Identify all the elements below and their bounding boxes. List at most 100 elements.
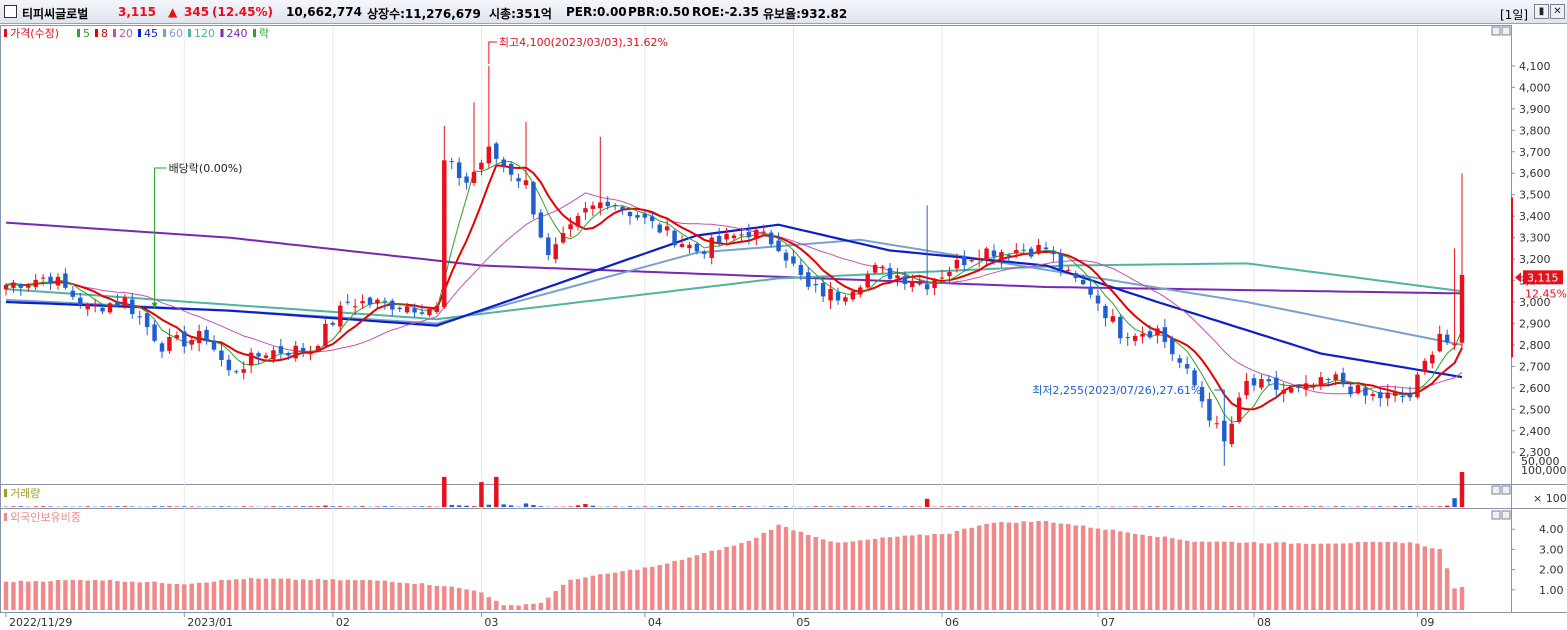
candle-body (880, 266, 885, 268)
volume-bar (330, 506, 336, 507)
foreign-ratio-bar (263, 578, 269, 610)
reserve-ratio: 유보율:932.82 (763, 7, 848, 21)
ma120-line (5, 262, 1463, 321)
foreign-ratio-bar (976, 525, 982, 610)
foreign-ratio-bar (1036, 520, 1041, 610)
foreign-tick-label: 1.00 (1539, 584, 1564, 597)
foreign-ratio-bar (167, 583, 172, 610)
candle (962, 250, 967, 272)
candle (1326, 377, 1331, 387)
candle (813, 277, 818, 293)
annotations: 최고4,100(2023/03/03),31.62% 최저2,255(2023/0… (151, 36, 1225, 466)
candle (1244, 372, 1249, 400)
foreign-ratio-bar (63, 580, 68, 610)
candle (523, 121, 529, 190)
foreign-tick-label: 2.00 (1539, 564, 1564, 577)
foreign-ratio-bar (917, 534, 922, 610)
volume-bar (501, 504, 506, 507)
candle (828, 281, 833, 309)
foreign-ratio-bar (3, 581, 9, 610)
foreign-ratio-bar (583, 577, 588, 610)
foreign-legend: 외국인보유비중 (10, 511, 81, 524)
volume-bar (182, 506, 187, 507)
volume-bar (390, 506, 395, 507)
candle (501, 156, 506, 173)
foreign-ratio-bar (687, 557, 692, 610)
candle (1303, 375, 1309, 397)
candle (694, 241, 700, 255)
candle (1021, 243, 1026, 253)
candle (1184, 356, 1190, 374)
candle (1430, 351, 1435, 369)
candle-body (687, 244, 692, 249)
volume-bar (1058, 506, 1064, 507)
candle-body (702, 251, 707, 254)
foreign-ratio-bar (271, 578, 276, 610)
candle-body (219, 350, 224, 360)
dividend-arrow-icon (151, 302, 158, 309)
candle (1392, 385, 1398, 402)
volume-bar (902, 506, 908, 507)
candle-body (1274, 377, 1279, 390)
candle (204, 326, 209, 345)
candle-body (754, 229, 759, 240)
foreign-ratio-bars (3, 520, 1465, 610)
candles[interactable] (3, 65, 1465, 448)
candle-body (1296, 385, 1301, 388)
volume-bar (48, 506, 53, 507)
candle (664, 218, 670, 237)
candle (219, 343, 224, 367)
candle (1407, 386, 1413, 401)
candle-body (598, 202, 603, 209)
foreign-ratio-bar (412, 583, 417, 610)
candle (189, 336, 194, 351)
maximize-button[interactable]: ▮ (1534, 4, 1549, 19)
candle-body (605, 201, 610, 207)
candle (1058, 248, 1064, 277)
candle (1140, 326, 1145, 344)
candle (939, 269, 945, 283)
candle-body (835, 292, 841, 301)
candle-body (590, 205, 596, 209)
candle (1259, 374, 1264, 390)
legend-swatch (163, 29, 166, 37)
candle (63, 268, 68, 290)
price-axis: 2,300 2,400 2,500 2,600 2,700 2,800 2,900 3,000… (1511, 60, 1567, 459)
foreign-ratio-bar (1459, 587, 1465, 610)
foreign-ratio-bar (627, 569, 633, 610)
volume-bar (783, 506, 789, 507)
foreign-ratio-bar (709, 550, 714, 610)
candle-body (1415, 374, 1420, 398)
stock-name[interactable]: 티피씨글로벌 (22, 7, 89, 21)
candle (1192, 368, 1197, 388)
low-pointer (1214, 389, 1225, 466)
candle (1132, 333, 1138, 346)
candle (531, 181, 536, 219)
foreign-ratio-bar (1340, 543, 1346, 610)
candle-body (1355, 385, 1361, 394)
candle (1095, 289, 1101, 312)
candle-body (694, 243, 700, 252)
foreign-ratio-bar (382, 580, 388, 610)
volume-bar (1340, 506, 1346, 507)
foreign-ratio-bar (1378, 542, 1383, 610)
foreign-ratio-bar (910, 535, 915, 610)
per-value: PER:0.00 (566, 5, 627, 19)
stock-chart[interactable]: 2,300 2,400 2,500 2,600 2,700 2,800 2,900 3,000… (0, 24, 1567, 630)
foreign-ratio-bar (315, 578, 321, 610)
period-label[interactable]: [1일] (1500, 8, 1529, 22)
foreign-ratio-bar (1385, 541, 1390, 610)
candle-body (642, 213, 648, 218)
foreign-ratio-bar (739, 543, 744, 610)
candle-body (1014, 250, 1019, 254)
volume-bar (382, 506, 388, 507)
y-tick-label: 3,200 (1519, 253, 1551, 266)
close-button[interactable]: ✕ (1550, 4, 1565, 19)
foreign-ratio-bar (211, 581, 217, 610)
foreign-ratio-bar (523, 604, 529, 610)
select-checkbox[interactable] (4, 5, 17, 18)
foreign-ratio-bar (1014, 522, 1019, 610)
candle (999, 249, 1004, 268)
foreign-ratio-bar (308, 580, 313, 610)
candle-body (1021, 249, 1026, 251)
